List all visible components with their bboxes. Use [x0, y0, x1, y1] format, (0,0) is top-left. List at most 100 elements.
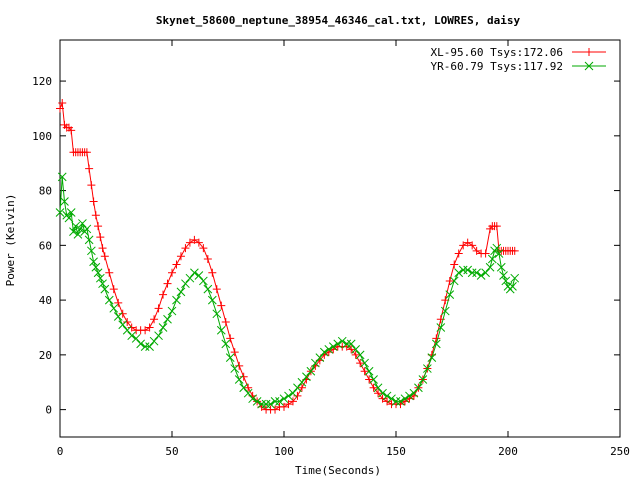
data-point	[365, 375, 374, 384]
y-tick-label: 100	[32, 130, 52, 143]
data-point	[351, 345, 361, 354]
data-point	[78, 219, 87, 228]
data-point	[176, 287, 186, 297]
data-point	[87, 246, 96, 256]
data-point	[445, 276, 454, 285]
data-point	[284, 400, 293, 409]
x-tick-label: 100	[274, 445, 294, 458]
data-point	[302, 372, 311, 382]
data-point	[235, 361, 244, 370]
data-point	[84, 235, 94, 245]
data-point	[378, 394, 387, 403]
data-point	[114, 298, 123, 307]
data-point	[319, 347, 329, 357]
data-point	[217, 301, 226, 310]
data-point	[194, 238, 203, 247]
data-point	[168, 268, 176, 277]
data-point	[69, 227, 78, 237]
data-point	[118, 309, 127, 318]
data-point	[172, 260, 181, 269]
data-point	[427, 353, 437, 362]
data-point	[436, 323, 446, 332]
y-tick-label: 0	[45, 404, 52, 417]
data-point	[230, 348, 239, 357]
data-point	[154, 331, 163, 341]
data-point	[109, 285, 118, 294]
data-point	[207, 295, 217, 305]
data-point	[346, 339, 356, 349]
data-point	[145, 342, 154, 352]
data-point	[75, 224, 85, 234]
data-point	[328, 342, 338, 352]
data-point	[113, 312, 123, 321]
data-point	[141, 326, 150, 335]
data-point	[225, 353, 235, 362]
data-point	[203, 255, 212, 264]
data-point	[342, 339, 352, 349]
data-point	[67, 126, 76, 135]
data-point	[387, 394, 396, 404]
data-point	[71, 221, 81, 231]
data-point	[244, 383, 253, 392]
data-point	[89, 197, 98, 206]
data-point	[266, 399, 275, 409]
data-point	[150, 315, 159, 324]
y-tick-label: 80	[39, 185, 52, 198]
data-point	[176, 252, 185, 261]
data-point	[351, 350, 360, 359]
data-point	[476, 271, 486, 280]
data-point	[280, 402, 288, 411]
data-point	[123, 318, 132, 327]
data-point	[87, 181, 96, 190]
data-point	[510, 246, 519, 255]
x-tick-label: 0	[57, 445, 64, 458]
data-point	[85, 164, 94, 173]
data-point	[293, 383, 302, 393]
y-axis-label: Power (Kelvin)	[4, 194, 17, 287]
data-point	[140, 342, 150, 352]
data-point	[127, 323, 136, 332]
data-point	[89, 257, 98, 267]
plot-frame	[59, 39, 621, 438]
data-point	[374, 389, 383, 398]
data-point	[311, 358, 320, 368]
data-point	[185, 238, 194, 247]
data-point	[463, 238, 472, 247]
data-point	[463, 265, 473, 275]
series-line	[59, 102, 515, 411]
data-point	[190, 235, 199, 244]
data-point	[122, 325, 132, 335]
data-point	[508, 282, 517, 291]
data-point	[431, 339, 441, 349]
data-point	[315, 353, 325, 362]
series-xl	[56, 98, 519, 414]
data-point	[199, 276, 208, 286]
data-point	[252, 397, 262, 406]
data-point	[234, 375, 244, 384]
chart-title: Skynet_58600_neptune_38954_46346_cal.txt…	[156, 14, 521, 27]
data-point	[226, 334, 235, 343]
data-point	[409, 388, 419, 398]
y-tick-label: 20	[39, 349, 52, 362]
data-point	[104, 295, 114, 305]
data-point	[450, 260, 459, 269]
data-point	[440, 306, 450, 316]
data-point	[481, 249, 490, 258]
x-tick-label: 50	[165, 445, 178, 458]
data-point	[212, 285, 221, 294]
data-point	[93, 268, 103, 278]
data-point	[167, 306, 177, 316]
data-point	[360, 367, 369, 376]
data-point	[369, 375, 378, 384]
data-point	[364, 366, 374, 376]
data-point	[230, 364, 240, 373]
x-axis-label: Time(Seconds)	[295, 464, 381, 477]
x-tick-label: 200	[498, 445, 518, 458]
data-point	[154, 304, 163, 313]
data-point	[57, 172, 67, 182]
data-point	[239, 383, 249, 393]
data-point	[221, 318, 230, 327]
data-point	[324, 345, 334, 354]
